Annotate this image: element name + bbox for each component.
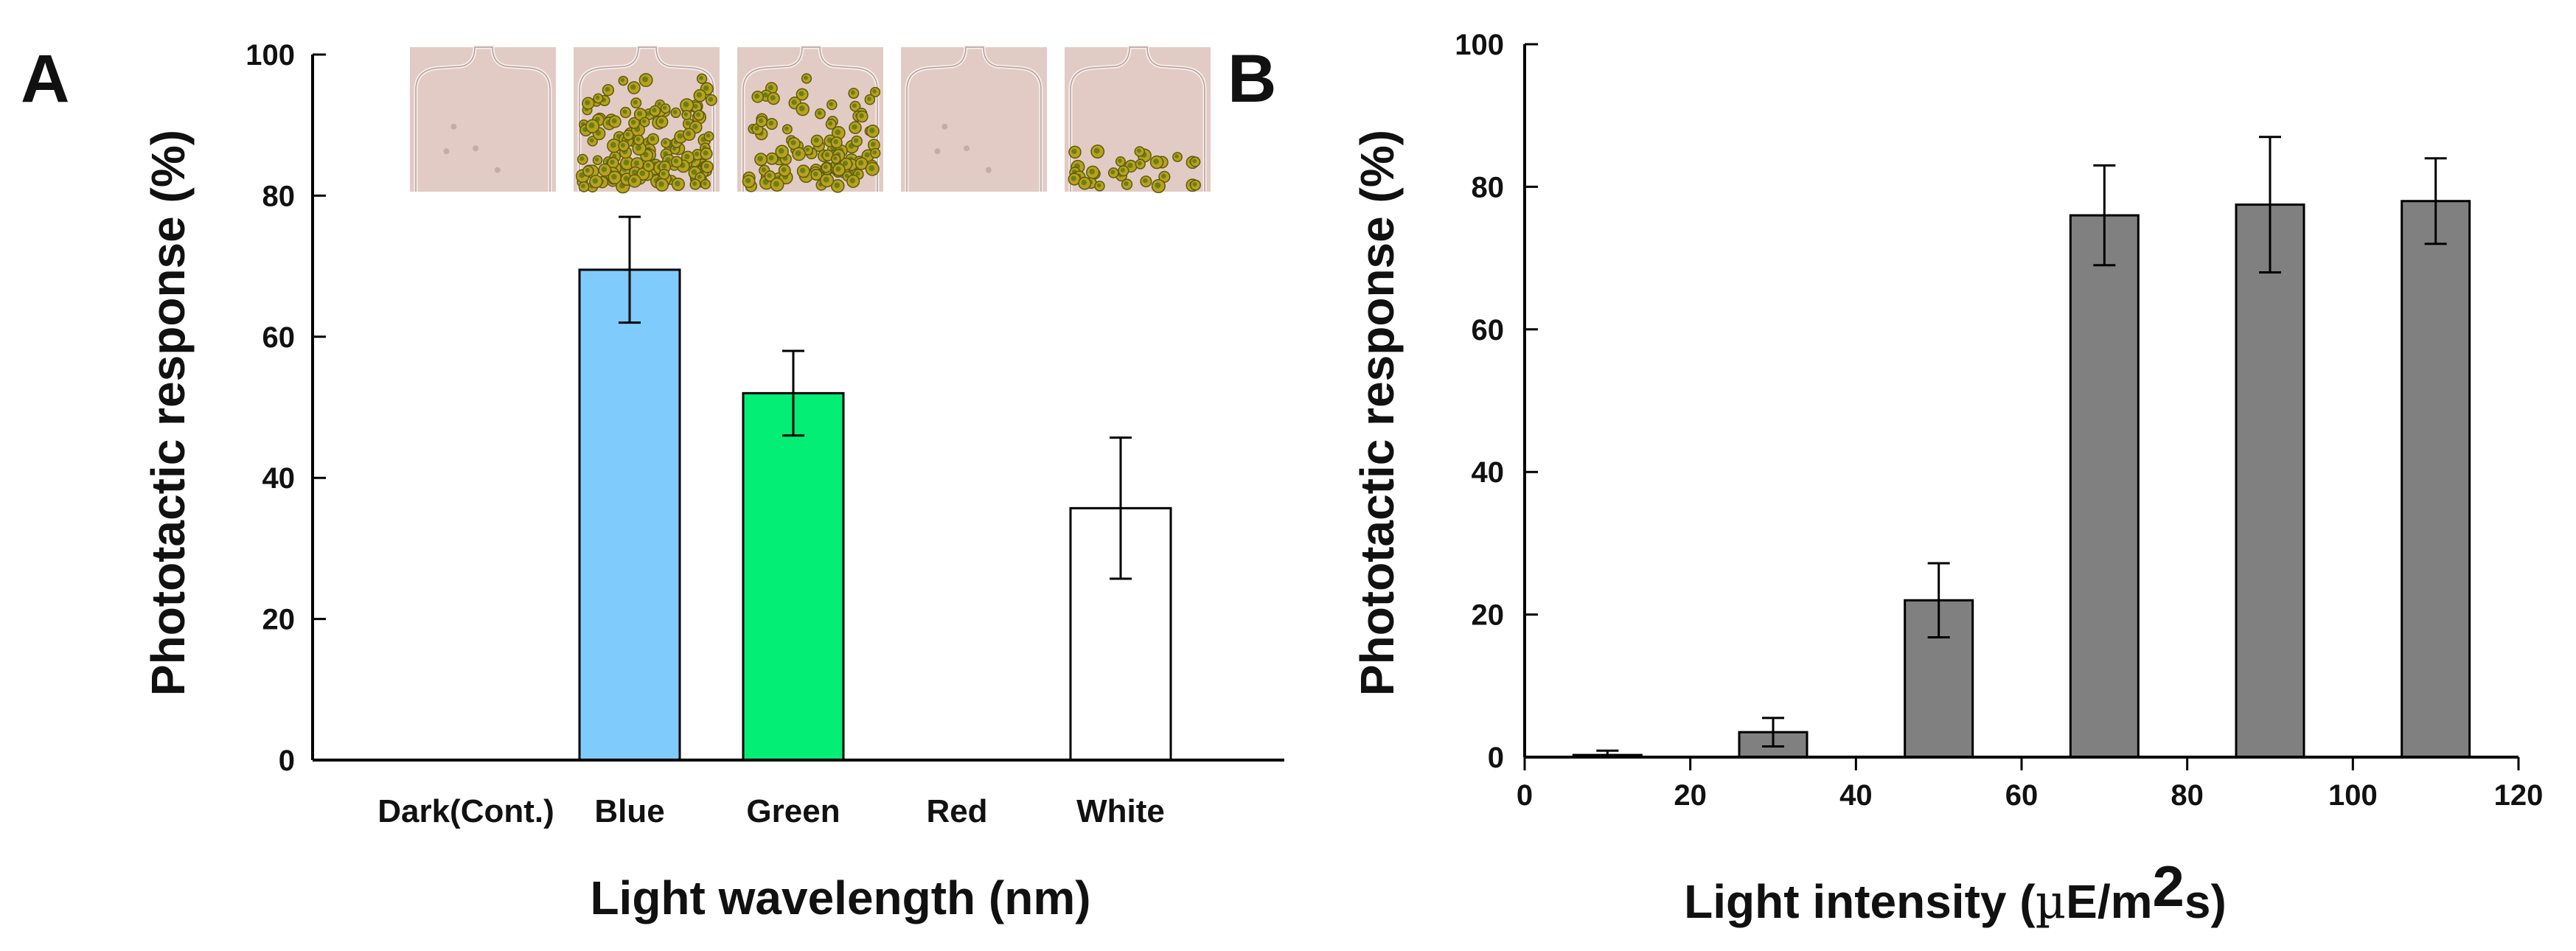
x-label-suffix: s)	[2185, 875, 2227, 928]
panel-a-x-axis-label: Light wavelength (nm)	[590, 871, 1090, 924]
x-label-unit: E/m	[2066, 875, 2152, 928]
panel-b-y-axis-label: Phototactic response (%)	[1351, 130, 1404, 696]
x-tick-label: 80	[2171, 779, 2204, 812]
y-tick-label: 60	[1472, 314, 1505, 346]
error-bar	[1110, 436, 1132, 580]
inset-image-green	[737, 45, 883, 193]
y-tick-label: 40	[1472, 456, 1505, 489]
y-tick-label: 60	[262, 321, 296, 354]
error-bar	[782, 349, 804, 437]
x-label-superscript: 2	[2153, 854, 2185, 919]
inset-image-white	[1065, 45, 1211, 194]
error-bar	[1927, 562, 1950, 639]
panel-a-bars	[578, 268, 1172, 762]
y-tick-label: 100	[246, 39, 295, 72]
inset-image-red	[901, 45, 1047, 192]
panel-a-inset-images	[410, 45, 1211, 194]
error-bar	[2424, 157, 2447, 245]
bar-intensity-110	[2401, 200, 2471, 759]
x-tick-label: 120	[2494, 779, 2544, 812]
bar-green	[742, 391, 845, 762]
y-tick-label: 80	[262, 180, 296, 212]
panel-a-label: A	[21, 41, 69, 116]
panel-b-x-axis-label: Light intensity (µE/m2s)	[1684, 854, 2227, 930]
x-label-mu: µ	[2036, 875, 2067, 930]
panel-a-error-bars	[619, 215, 1132, 580]
bar-blue	[578, 268, 681, 762]
category-label: Blue	[594, 793, 664, 829]
error-bar	[2093, 164, 2116, 267]
panel-a: A Phototactic response (%) Light wavelen…	[21, 39, 1284, 924]
panel-b-error-bars	[1596, 136, 2447, 759]
y-tick-label: 20	[262, 604, 296, 636]
x-label-prefix: Light intensity (	[1684, 875, 2036, 928]
y-tick-label: 0	[279, 745, 295, 777]
inset-image-dark-cont	[410, 45, 556, 192]
panel-b-label: B	[1228, 41, 1276, 116]
error-bar	[1762, 717, 1784, 748]
y-tick-label: 0	[1488, 742, 1504, 774]
panel-a-y-axis-label: Phototactic response (%)	[142, 130, 195, 696]
bar-intensity-70	[2069, 214, 2140, 759]
y-tick-label: 20	[1472, 599, 1505, 632]
panel-b-x-ticks: 0 20 40 60 80 100 120	[1517, 757, 2544, 812]
x-tick-label: 100	[2328, 779, 2378, 812]
x-tick-label: 60	[2005, 779, 2039, 812]
error-bar	[619, 215, 641, 324]
panel-a-y-ticks: 0 20 40 60 80 100	[246, 39, 326, 777]
panel-a-category-labels: Dark(Cont.) Blue Green Red White	[377, 793, 1165, 829]
x-tick-label: 40	[1839, 779, 1873, 812]
bar-intensity-90	[2235, 203, 2305, 759]
category-label: White	[1076, 793, 1165, 829]
panel-b: B Phototactic response (%) Light intensi…	[1228, 29, 2543, 930]
x-tick-label: 20	[1674, 779, 1707, 812]
error-bar	[2259, 136, 2281, 274]
y-tick-label: 80	[1472, 171, 1505, 203]
y-tick-label: 100	[1455, 29, 1504, 61]
category-label: Green	[746, 793, 840, 829]
category-label: Dark(Cont.)	[377, 793, 554, 829]
panel-b-y-ticks: 0 20 40 60 80 100	[1455, 29, 1538, 774]
y-tick-label: 40	[262, 462, 296, 495]
inset-image-blue	[574, 45, 720, 194]
category-label: Red	[926, 793, 987, 829]
x-tick-label: 0	[1517, 779, 1533, 812]
panel-b-bars	[1572, 200, 2471, 759]
